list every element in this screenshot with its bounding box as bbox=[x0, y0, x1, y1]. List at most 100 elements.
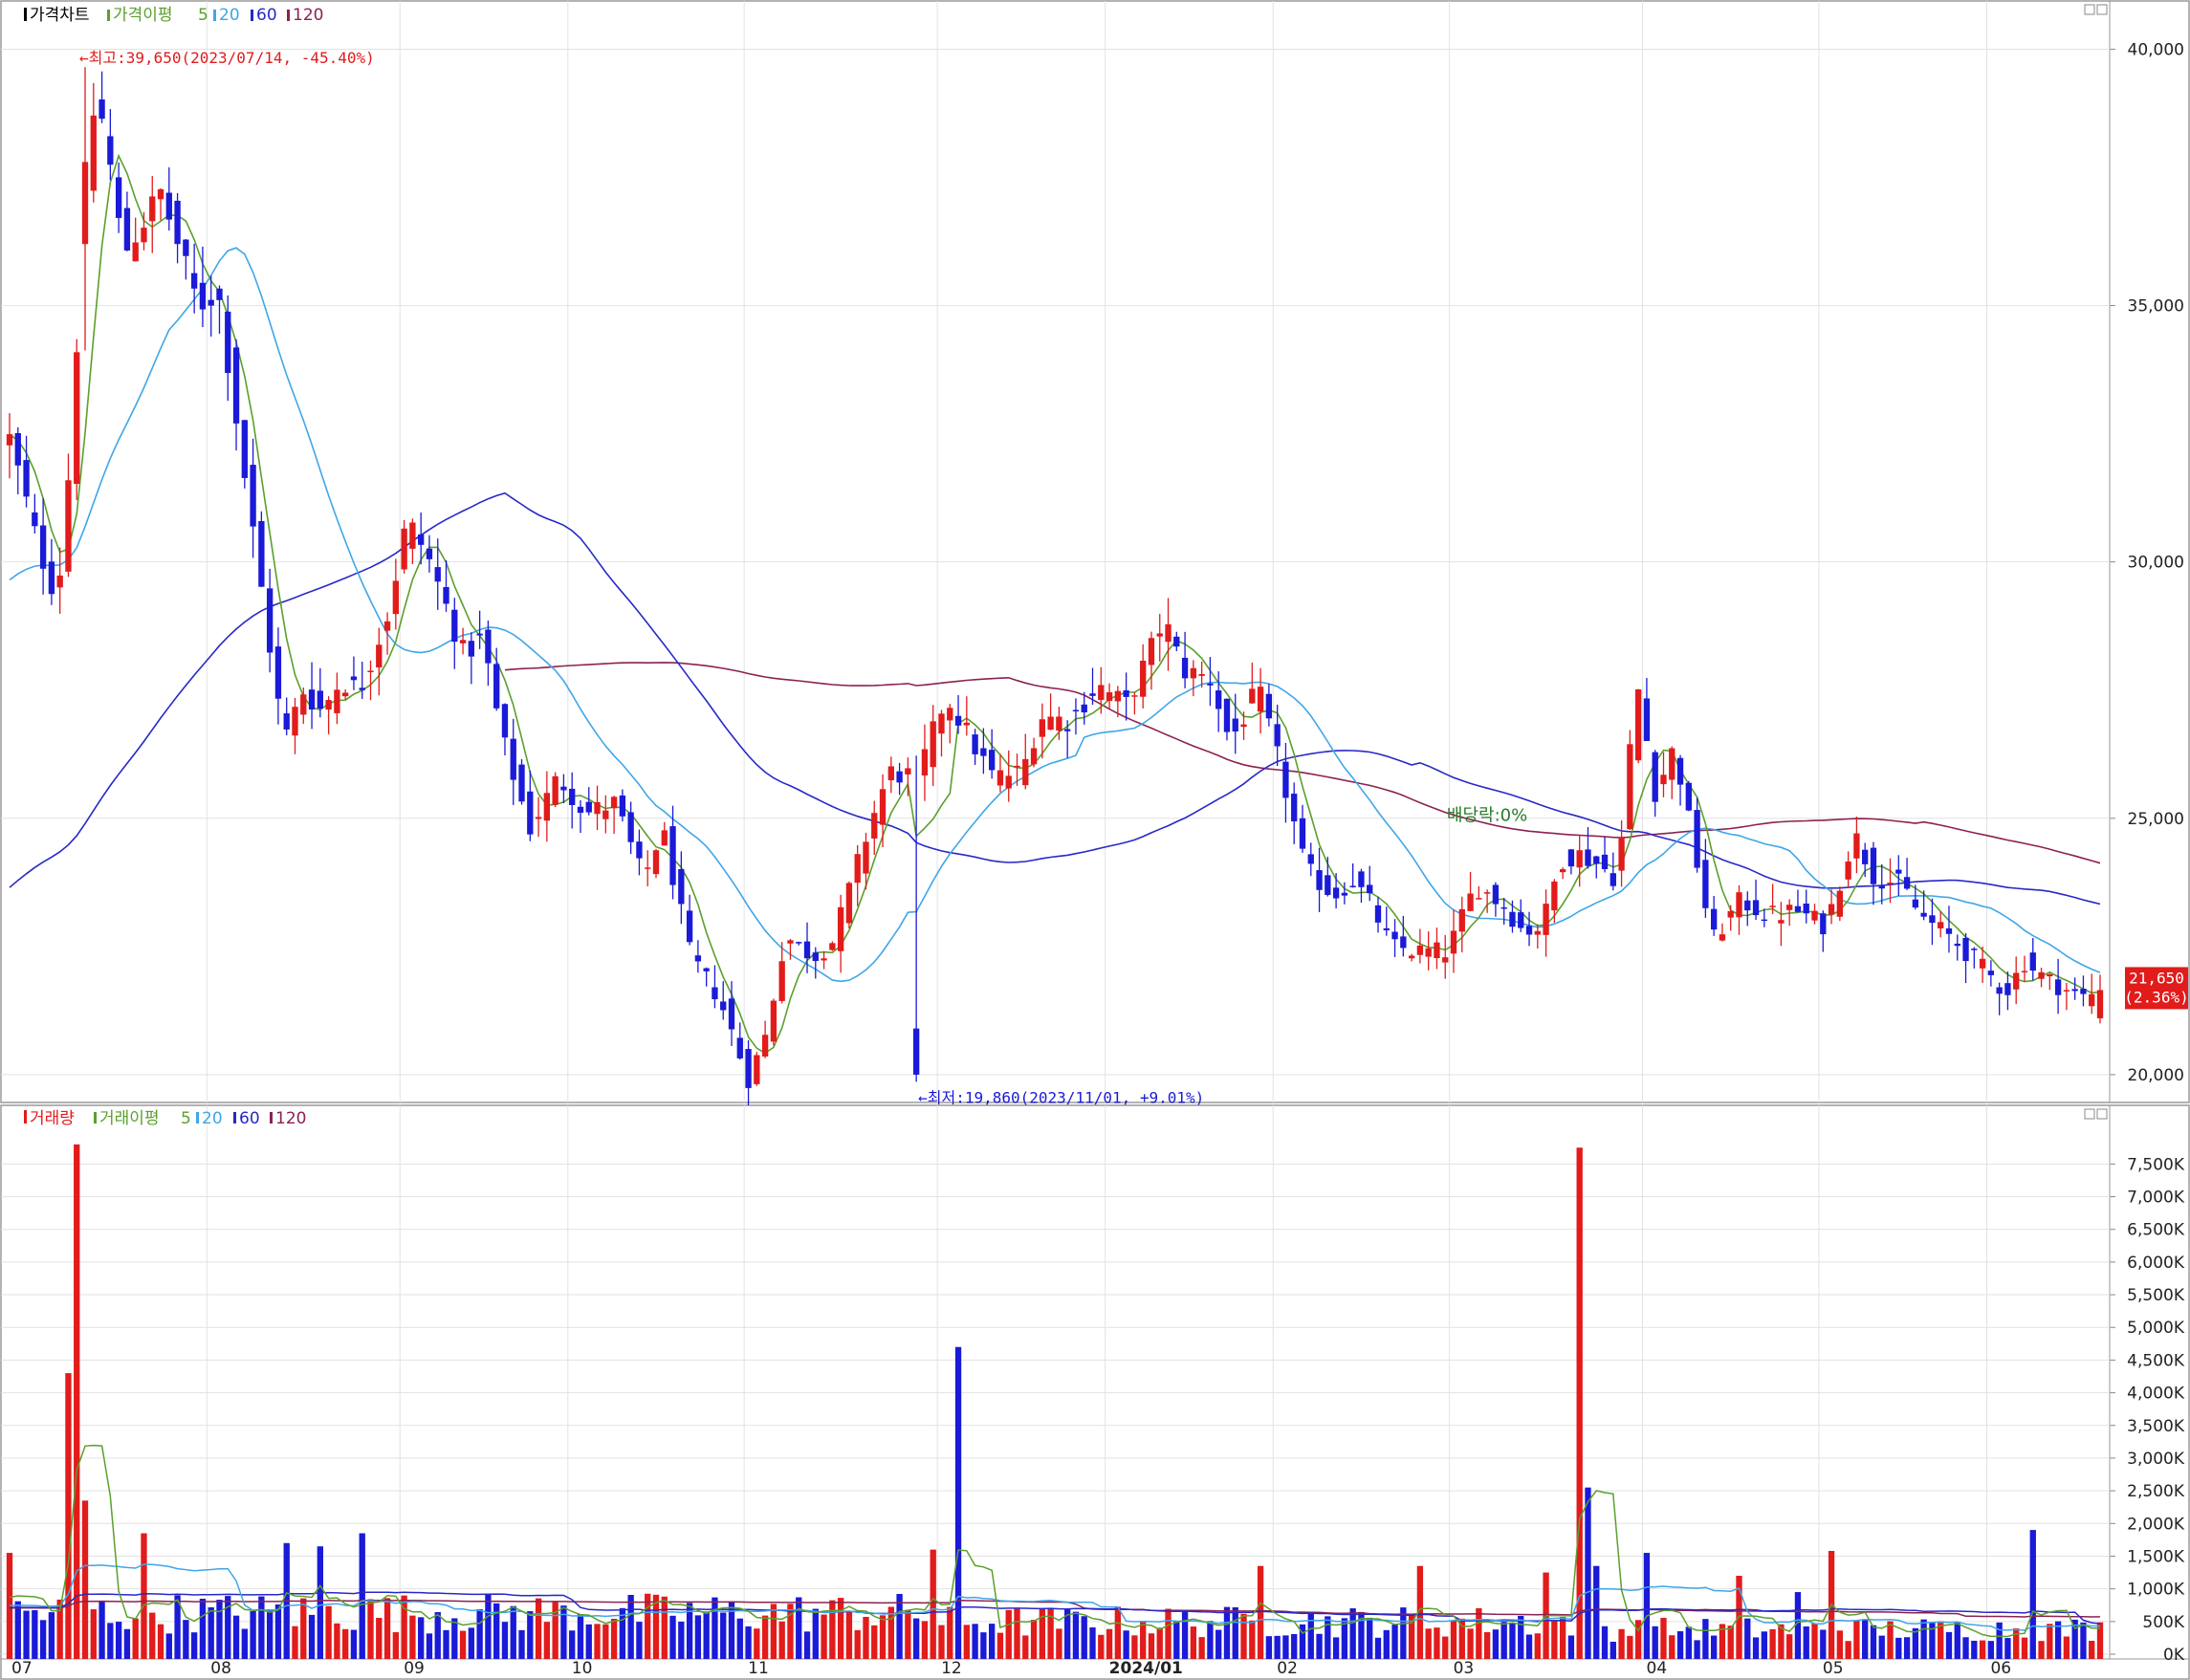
volume-tick-label: 4,000K bbox=[2127, 1385, 2185, 1404]
candle-down bbox=[1744, 900, 1751, 911]
candle-up bbox=[594, 801, 601, 815]
volume-bar-up bbox=[1551, 1621, 1558, 1659]
volume-bar-up bbox=[930, 1549, 936, 1659]
volume-moving-averages bbox=[9, 1444, 2101, 1638]
candle-down bbox=[1945, 927, 1953, 934]
candle-up bbox=[1938, 922, 1944, 928]
volume-bar-up bbox=[300, 1598, 307, 1659]
volume-bar-up bbox=[1249, 1620, 1256, 1659]
volume-bar-down bbox=[1492, 1629, 1500, 1659]
candle-up bbox=[1727, 910, 1734, 918]
volume-bar-up bbox=[1669, 1635, 1675, 1659]
candle-up bbox=[871, 813, 878, 839]
volume-panel-window-buttons[interactable] bbox=[2084, 1108, 2108, 1120]
candle-up bbox=[2038, 971, 2045, 979]
candle-up bbox=[543, 793, 551, 821]
price-legend-ma60: 60 bbox=[256, 6, 277, 25]
candle-down bbox=[720, 1001, 727, 1011]
volume-bar-up bbox=[141, 1533, 147, 1659]
low-price-annotation: ←최저:19,860(2023/11/01, +9.01%) bbox=[918, 1088, 1204, 1106]
price-panel-maximize-icon[interactable] bbox=[2084, 4, 2095, 15]
candle-down bbox=[1207, 683, 1214, 686]
candle-down bbox=[669, 826, 676, 885]
volume-bar-up bbox=[1786, 1634, 1793, 1659]
candle-up bbox=[376, 644, 383, 668]
candle-up bbox=[754, 1055, 760, 1084]
volume-bar-up bbox=[65, 1373, 72, 1659]
candle-up bbox=[149, 196, 156, 222]
volume-bar-down bbox=[107, 1623, 114, 1659]
volume-bar-down bbox=[1643, 1553, 1651, 1659]
price-panel-frame bbox=[0, 0, 2190, 1103]
volume-bar-up bbox=[1811, 1623, 1818, 1659]
volume-bar-down bbox=[812, 1608, 819, 1659]
candle-up bbox=[1148, 638, 1155, 665]
candle-down bbox=[1870, 847, 1877, 884]
candle-down bbox=[1367, 884, 1373, 894]
candle-up bbox=[930, 721, 936, 768]
volume-legend-ma120: 120 bbox=[275, 1109, 306, 1128]
candle-down bbox=[796, 942, 802, 944]
volume-bar-down bbox=[1291, 1633, 1298, 1659]
volume-bar-down bbox=[2029, 1530, 2036, 1659]
volume-bar-down bbox=[48, 1612, 55, 1659]
volume-bar-down bbox=[174, 1595, 181, 1659]
volume-bar-up bbox=[602, 1624, 609, 1659]
last-price-change: (2.36%) bbox=[2124, 988, 2188, 1006]
candle-down bbox=[48, 561, 55, 595]
candle-down bbox=[216, 288, 223, 300]
volume-tick-label: 0K bbox=[2163, 1646, 2185, 1665]
volume-bar-down bbox=[359, 1533, 365, 1659]
candle-up bbox=[6, 434, 13, 446]
volume-bar-down bbox=[115, 1622, 122, 1659]
volume-bar-up bbox=[2021, 1637, 2028, 1659]
candle-down bbox=[434, 567, 441, 582]
candle-down bbox=[1089, 693, 1096, 696]
price-panel-close-icon[interactable] bbox=[2096, 4, 2108, 15]
volume-bar-down bbox=[1929, 1623, 1936, 1659]
candle-down bbox=[1492, 884, 1500, 905]
price-legend-ma120: 120 bbox=[293, 6, 323, 25]
price-panel-window-buttons[interactable] bbox=[2084, 4, 2108, 15]
volume-bar-up bbox=[2047, 1624, 2053, 1659]
volume-panel-maximize-icon[interactable] bbox=[2084, 1108, 2095, 1120]
volume-bar-down bbox=[1593, 1565, 1600, 1659]
volume-bar-up bbox=[1836, 1630, 1844, 1659]
volume-bar-up bbox=[1483, 1631, 1491, 1659]
candle-down bbox=[1374, 905, 1382, 923]
candle-up bbox=[645, 867, 651, 869]
volume-bar-down bbox=[1954, 1622, 1960, 1659]
candle-up bbox=[837, 906, 844, 951]
candle-down bbox=[2071, 989, 2078, 992]
volume-bar-down bbox=[1920, 1619, 1927, 1659]
volume-bar-up bbox=[1979, 1640, 1986, 1659]
candle-down bbox=[569, 788, 576, 805]
volume-bar-up bbox=[837, 1598, 844, 1659]
volume-bar-down bbox=[23, 1610, 30, 1659]
x-axis-label: 09 bbox=[404, 1659, 425, 1678]
candle-down bbox=[190, 273, 198, 289]
candle-down bbox=[1752, 900, 1760, 916]
volume-bar-down bbox=[241, 1628, 248, 1659]
candle-down bbox=[1652, 752, 1658, 802]
volume-legend-ma5: 5 bbox=[181, 1109, 191, 1128]
volume-bar-down bbox=[1903, 1637, 1911, 1659]
x-axis-label: 03 bbox=[1454, 1659, 1475, 1678]
volume-bar-down bbox=[712, 1597, 718, 1659]
candle-up bbox=[1979, 958, 1986, 969]
volume-bar-down bbox=[954, 1346, 962, 1659]
volume-bar-down bbox=[1567, 1635, 1575, 1659]
volume-bar-up bbox=[132, 1618, 139, 1659]
volume-bar-up bbox=[1240, 1613, 1247, 1659]
volume-panel-close-icon[interactable] bbox=[2096, 1108, 2108, 1120]
candle-up bbox=[74, 352, 80, 484]
volume-bar-up bbox=[409, 1615, 416, 1659]
volume-tick-label: 1,000K bbox=[2127, 1581, 2185, 1600]
volume-bar-up bbox=[1534, 1633, 1541, 1659]
candle-up bbox=[1039, 719, 1045, 737]
volume-bar-down bbox=[803, 1631, 811, 1659]
candle-down bbox=[232, 347, 240, 424]
volume-bar-down bbox=[1374, 1637, 1382, 1659]
candle-up bbox=[535, 817, 542, 819]
candle-down bbox=[1064, 729, 1071, 731]
